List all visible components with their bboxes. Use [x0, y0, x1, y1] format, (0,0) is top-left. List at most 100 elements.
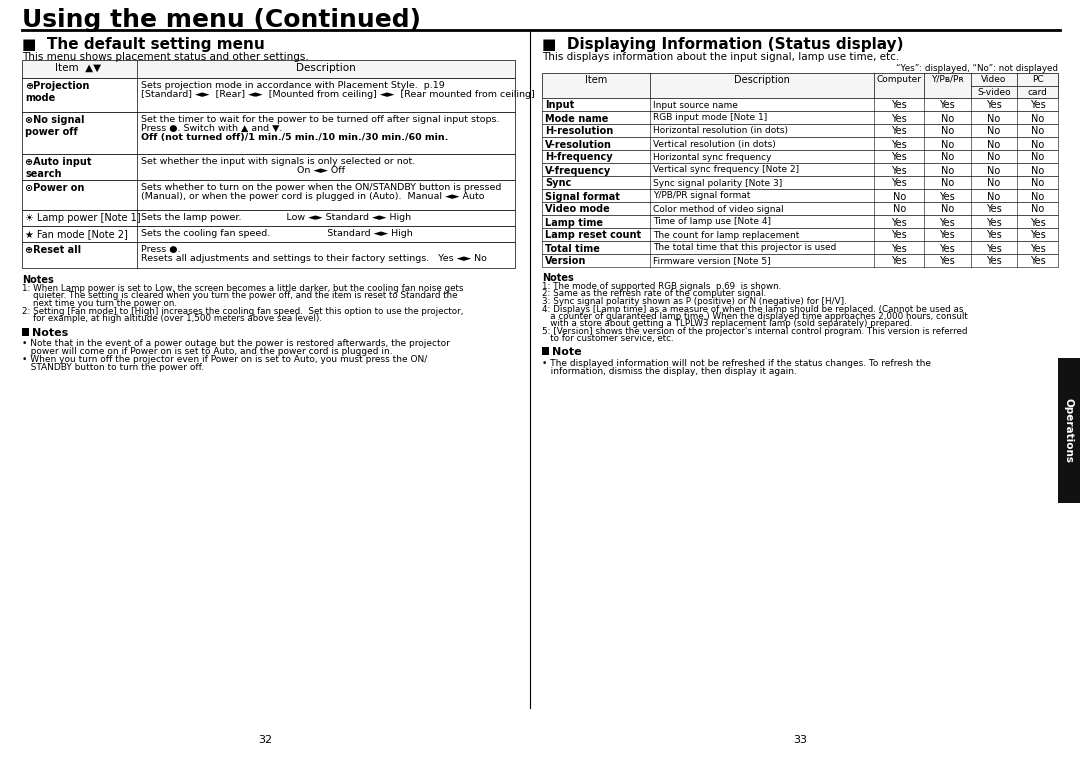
Bar — [542, 228, 1058, 241]
Text: This displays information about the input signal, lamp use time, etc.: This displays information about the inpu… — [542, 52, 900, 62]
Text: Sets the cooling fan speed.                   Standard ◄► High: Sets the cooling fan speed. Standard ◄► … — [141, 229, 413, 238]
Text: The total time that this projector is used: The total time that this projector is us… — [653, 243, 836, 253]
Text: [Standard] ◄►  [Rear] ◄►  [Mounted from ceiling] ◄►  [Rear mounted from ceiling]: [Standard] ◄► [Rear] ◄► [Mounted from ce… — [141, 90, 535, 99]
Text: V-resolution: V-resolution — [545, 140, 612, 150]
Text: 33: 33 — [793, 735, 807, 745]
Text: Yes: Yes — [986, 230, 1001, 240]
Text: No: No — [1031, 179, 1044, 188]
Text: Notes: Notes — [32, 327, 68, 337]
Text: Time of lamp use [Note 4]: Time of lamp use [Note 4] — [653, 217, 771, 227]
Text: 2: Same as the refresh rate of the computer signal.: 2: Same as the refresh rate of the compu… — [542, 289, 766, 298]
Bar — [542, 215, 1058, 228]
Text: No: No — [987, 153, 1000, 163]
Bar — [542, 189, 1058, 202]
Text: Yes: Yes — [891, 140, 907, 150]
Text: Yes: Yes — [891, 114, 907, 124]
Text: power will come on if Power on is set to Auto, and the power cord is plugged in.: power will come on if Power on is set to… — [22, 347, 393, 356]
Text: for example, at high altitude (over 1,500 meters above sea level).: for example, at high altitude (over 1,50… — [22, 314, 322, 323]
Text: a counter of guaranteed lamp time.) When the displayed time approaches 2,000 hou: a counter of guaranteed lamp time.) When… — [542, 312, 968, 321]
Text: V-frequency: V-frequency — [545, 166, 611, 175]
Text: ⊕Auto input
search: ⊕Auto input search — [25, 157, 92, 179]
Text: Yes: Yes — [986, 217, 1001, 227]
Text: No: No — [941, 127, 954, 137]
Text: Yes: Yes — [891, 101, 907, 111]
Text: 32: 32 — [258, 735, 272, 745]
Text: Yes: Yes — [891, 230, 907, 240]
Text: No: No — [987, 192, 1000, 201]
Text: 1: When Lamp power is set to Low, the screen becomes a little darker, but the co: 1: When Lamp power is set to Low, the sc… — [22, 284, 463, 293]
Text: Mode name: Mode name — [545, 114, 608, 124]
Text: Press ●. Switch with ▲ and ▼.: Press ●. Switch with ▲ and ▼. — [141, 124, 282, 133]
Text: Horizontal sync frequency: Horizontal sync frequency — [653, 153, 771, 162]
Bar — [22, 180, 515, 210]
Text: Y/Pʙ/Pʀ: Y/Pʙ/Pʀ — [931, 75, 963, 84]
Text: Item  ▲▼: Item ▲▼ — [55, 63, 102, 73]
Text: Yes: Yes — [891, 243, 907, 253]
Text: “Yes”: displayed, “No”: not displayed: “Yes”: displayed, “No”: not displayed — [896, 64, 1058, 73]
Text: Off (not turned off)/1 min./5 min./10 min./30 min./60 min.: Off (not turned off)/1 min./5 min./10 mi… — [141, 133, 448, 142]
Text: Resets all adjustments and settings to their factory settings.   Yes ◄► No: Resets all adjustments and settings to t… — [141, 254, 487, 263]
Bar — [22, 327, 29, 336]
Bar — [22, 112, 515, 154]
Text: ⊕Reset all: ⊕Reset all — [25, 245, 81, 255]
Text: ⊙Power on: ⊙Power on — [25, 183, 84, 193]
Text: ☀ Lamp power [Note 1]: ☀ Lamp power [Note 1] — [25, 213, 140, 223]
Bar — [542, 98, 1058, 111]
Bar — [542, 241, 1058, 254]
Text: RGB input mode [Note 1]: RGB input mode [Note 1] — [653, 114, 767, 123]
Text: • The displayed information will not be refreshed if the status changes. To refr: • The displayed information will not be … — [542, 359, 931, 368]
Text: Horizontal resolution (in dots): Horizontal resolution (in dots) — [653, 127, 788, 136]
Text: quieter. The setting is cleared when you turn the power off, and the item is res: quieter. The setting is cleared when you… — [22, 291, 458, 301]
Text: Yes: Yes — [891, 217, 907, 227]
Bar — [22, 154, 515, 180]
Text: Input: Input — [545, 101, 575, 111]
Text: Yes: Yes — [891, 127, 907, 137]
Text: No: No — [987, 127, 1000, 137]
Text: Yes: Yes — [986, 243, 1001, 253]
Text: Yes: Yes — [940, 243, 955, 253]
Text: Version: Version — [545, 256, 586, 266]
Text: Computer: Computer — [877, 75, 922, 84]
Text: Yes: Yes — [891, 179, 907, 188]
Text: Description: Description — [296, 63, 356, 73]
Bar — [542, 73, 1058, 98]
Text: Yes: Yes — [891, 256, 907, 266]
Text: • Note that in the event of a power outage but the power is restored afterwards,: • Note that in the event of a power outa… — [22, 340, 450, 349]
Text: Sets whether to turn on the power when the ON/STANDBY button is pressed: Sets whether to turn on the power when t… — [141, 183, 501, 192]
Text: ■  Displaying Information (Status display): ■ Displaying Information (Status display… — [542, 37, 904, 52]
Text: • When you turn off the projector even if Power on is set to Auto, you must pres: • When you turn off the projector even i… — [22, 356, 428, 365]
Text: Yes: Yes — [940, 192, 955, 201]
Text: ■  The default setting menu: ■ The default setting menu — [22, 37, 265, 52]
Text: Video: Video — [981, 75, 1007, 84]
Text: No: No — [1031, 140, 1044, 150]
Text: 2: Setting [Fan mode] to [High] increases the cooling fan speed.  Set this optio: 2: Setting [Fan mode] to [High] increase… — [22, 307, 463, 315]
Bar — [22, 226, 515, 242]
Text: Yes: Yes — [986, 256, 1001, 266]
Text: Press ●.: Press ●. — [141, 245, 180, 254]
Text: Description: Description — [734, 75, 791, 85]
Text: No: No — [941, 114, 954, 124]
Text: No: No — [1031, 127, 1044, 137]
Text: No: No — [1031, 114, 1044, 124]
Text: Sets the lamp power.               Low ◄► Standard ◄► High: Sets the lamp power. Low ◄► Standard ◄► … — [141, 213, 411, 222]
Text: No: No — [941, 153, 954, 163]
Text: ⊕Projection
mode: ⊕Projection mode — [25, 81, 90, 102]
Text: Yes: Yes — [986, 101, 1001, 111]
Text: Using the menu (Continued): Using the menu (Continued) — [22, 8, 421, 32]
Text: No: No — [987, 166, 1000, 175]
Text: Yes: Yes — [891, 153, 907, 163]
Text: H-frequency: H-frequency — [545, 153, 612, 163]
Text: No: No — [987, 179, 1000, 188]
Text: Set whether the input with signals is only selected or not.: Set whether the input with signals is on… — [141, 157, 415, 166]
Text: 1: The mode of supported RGB signals  p.69  is shown.: 1: The mode of supported RGB signals p.6… — [542, 282, 781, 291]
Bar — [542, 124, 1058, 137]
Bar — [22, 60, 515, 78]
Bar — [1058, 358, 1080, 503]
Bar — [542, 176, 1058, 189]
Text: 5: [Version] shows the version of the projector's internal control program. This: 5: [Version] shows the version of the pr… — [542, 327, 968, 336]
Text: ⊗No signal
power off: ⊗No signal power off — [25, 115, 84, 137]
Text: This menu shows placement status and other settings.: This menu shows placement status and oth… — [22, 52, 309, 62]
Text: 3: Sync signal polarity shown as P (positive) or N (negative) for [H/V].: 3: Sync signal polarity shown as P (posi… — [542, 297, 847, 306]
Text: No: No — [1031, 204, 1044, 214]
Text: Yes: Yes — [1029, 230, 1045, 240]
